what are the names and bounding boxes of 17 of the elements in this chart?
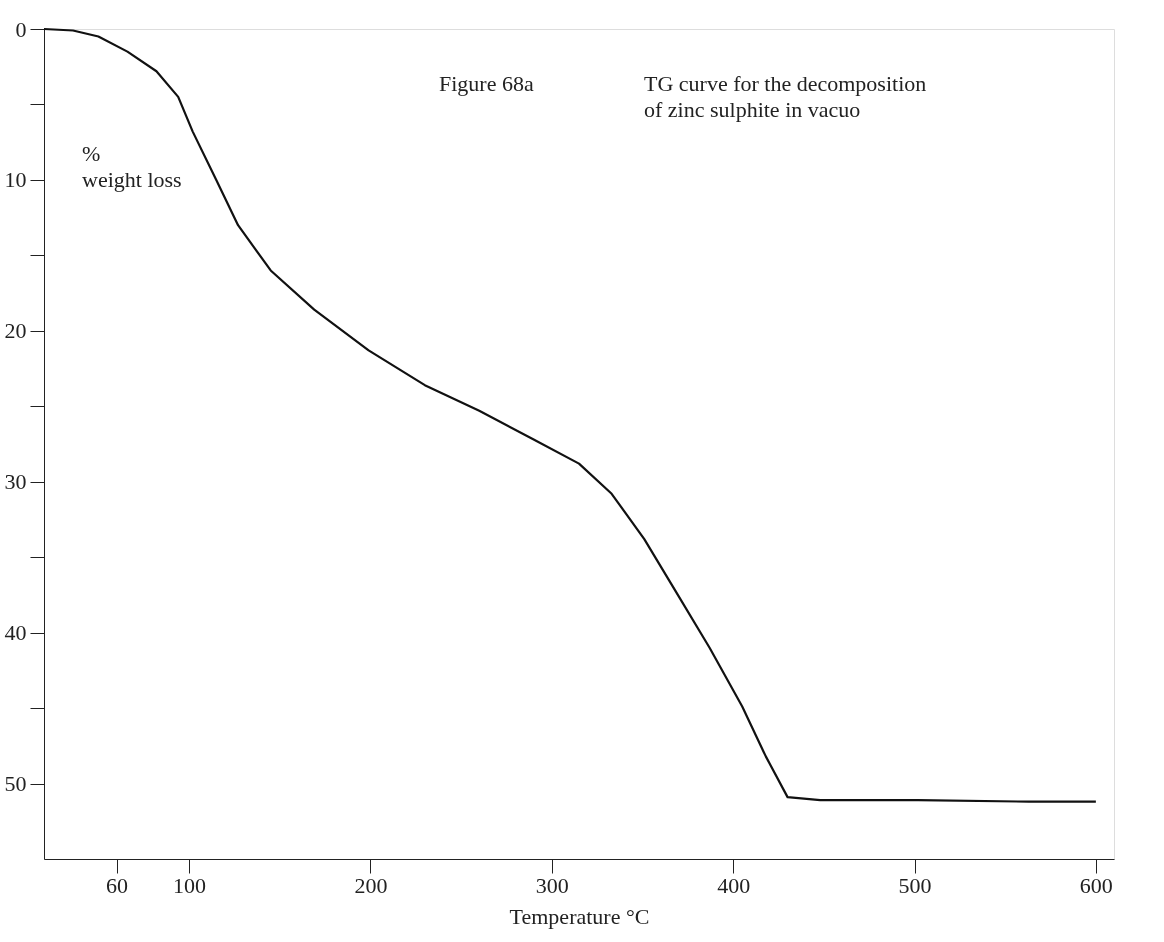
x-tick-label: 60	[106, 872, 129, 898]
x-tick-label: 100	[173, 872, 207, 898]
y-tick-label: 0	[15, 16, 27, 42]
y-tick-label: 30	[4, 469, 27, 495]
x-tick-label: 300	[535, 872, 569, 898]
y-tick-label: 50	[4, 771, 27, 797]
y-tick-label: 20	[4, 318, 27, 344]
annotation: TG curve for the decomposition of zinc sulphite in vacuo	[644, 71, 927, 122]
x-tick-label: 400	[717, 872, 751, 898]
y-tick-label: 10	[4, 167, 27, 193]
x-tick-label: 500	[898, 872, 932, 898]
x-axis-title: Temperature °C	[509, 903, 650, 929]
x-tick-label: 200	[354, 872, 388, 898]
y-tick-label: 40	[4, 620, 27, 646]
annotation: Figure 68a	[439, 71, 534, 96]
y-axis-title: % weight loss	[82, 141, 182, 192]
x-tick-label: 600	[1079, 872, 1113, 898]
